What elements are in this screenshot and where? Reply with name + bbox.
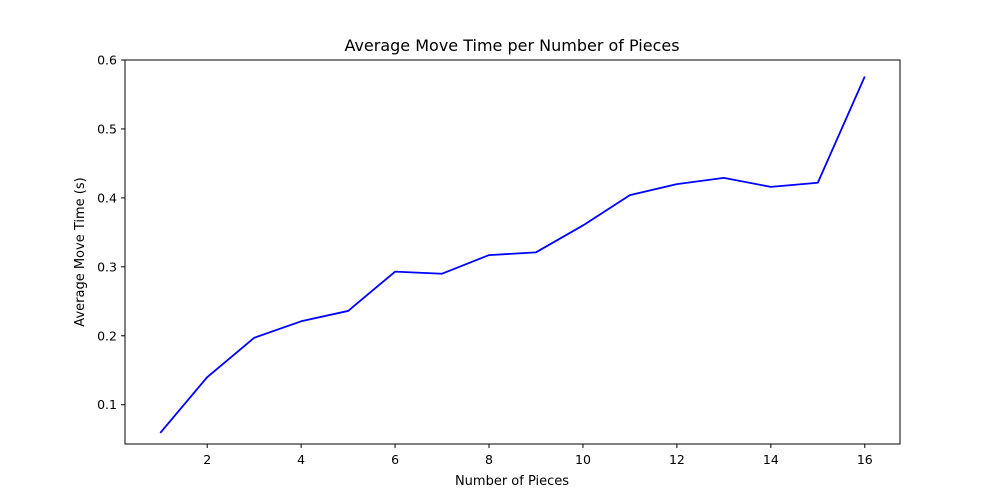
x-tick-label: 16 (857, 452, 873, 467)
x-tick-label: 10 (575, 452, 591, 467)
plot-frame (124, 59, 901, 445)
x-tick-label: 2 (203, 452, 211, 467)
x-tick-label: 4 (297, 452, 305, 467)
series-line (159, 76, 866, 434)
x-tick-label: 6 (391, 452, 399, 467)
y-tick-label: 0.5 (97, 121, 117, 136)
x-axis: 2 4 6 8 10 12 14 16 (203, 444, 873, 467)
y-axis-label: Average Move Time (s) (73, 177, 88, 326)
y-tick-label: 0.6 (97, 53, 117, 68)
y-tick-label: 0.1 (97, 397, 117, 412)
x-axis-label: Number of Pieces (455, 474, 569, 489)
chart-title: Average Move Time per Number of Pieces (344, 36, 679, 55)
x-tick-label: 12 (669, 452, 685, 467)
y-tick-label: 0.3 (97, 259, 117, 274)
series-layer (159, 76, 866, 434)
y-tick-label: 0.4 (97, 190, 117, 205)
x-tick-label: 14 (763, 452, 779, 467)
y-tick-label: 0.2 (97, 328, 117, 343)
x-tick-label: 8 (485, 452, 493, 467)
y-axis: 0.1 0.2 0.3 0.4 0.5 0.6 (97, 53, 125, 412)
